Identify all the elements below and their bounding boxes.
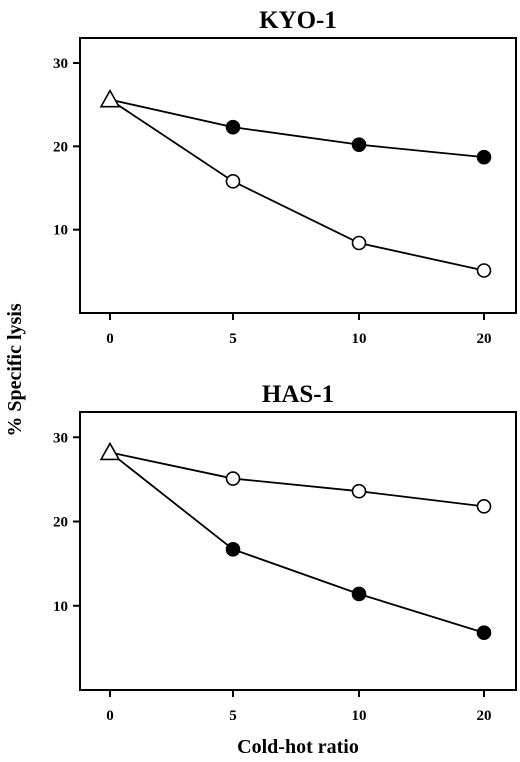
- data-point-filled: [476, 625, 492, 641]
- y-tick-label: 10: [53, 599, 68, 615]
- y-tick-label: 20: [53, 515, 68, 531]
- x-tick-label: 10: [352, 708, 367, 724]
- chart-panel-kyo-1: KYO-1 10 20 30 0 5 10 20: [53, 7, 517, 347]
- x-tick-label: 0: [106, 708, 114, 724]
- chart-title: HAS-1: [262, 381, 334, 408]
- series-line: [109, 98, 485, 159]
- y-tick-label: 30: [53, 56, 68, 72]
- data-point-filled: [351, 137, 367, 152]
- data-point-filled: [225, 119, 241, 135]
- data-point-open: [476, 263, 492, 278]
- data-point-open: [476, 499, 492, 514]
- chart-panel-has-1: HAS-1 10 20 30 0 5 10 20: [53, 381, 517, 724]
- y-axis-label: % Specific lysis: [4, 303, 26, 437]
- y-tick-label: 10: [53, 223, 68, 239]
- x-tick-label: 20: [477, 708, 492, 724]
- data-point-open: [225, 471, 241, 486]
- start-point-triangle: [99, 89, 121, 108]
- start-point-triangle: [99, 441, 121, 461]
- data-point-open: [225, 174, 241, 189]
- data-point-filled: [225, 542, 241, 557]
- series-line: [109, 451, 485, 508]
- chart-title: KYO-1: [259, 7, 337, 34]
- data-point-filled: [476, 149, 492, 165]
- plot-frame: [79, 411, 517, 691]
- x-tick-label: 5: [229, 331, 237, 347]
- x-tick-label: 10: [352, 331, 367, 347]
- y-tick-label: 30: [53, 430, 68, 446]
- y-tick-label: 20: [53, 139, 68, 155]
- series-line: [109, 451, 485, 634]
- data-point-filled: [351, 586, 367, 602]
- x-tick-label: 5: [229, 708, 237, 724]
- x-tick-label: 20: [477, 331, 492, 347]
- plot-frame: [79, 37, 517, 314]
- x-axis-label: Cold-hot ratio: [237, 736, 359, 758]
- data-point-open: [351, 483, 367, 499]
- series-line: [109, 98, 485, 272]
- data-point-open: [351, 235, 367, 251]
- x-tick-label: 0: [106, 331, 114, 347]
